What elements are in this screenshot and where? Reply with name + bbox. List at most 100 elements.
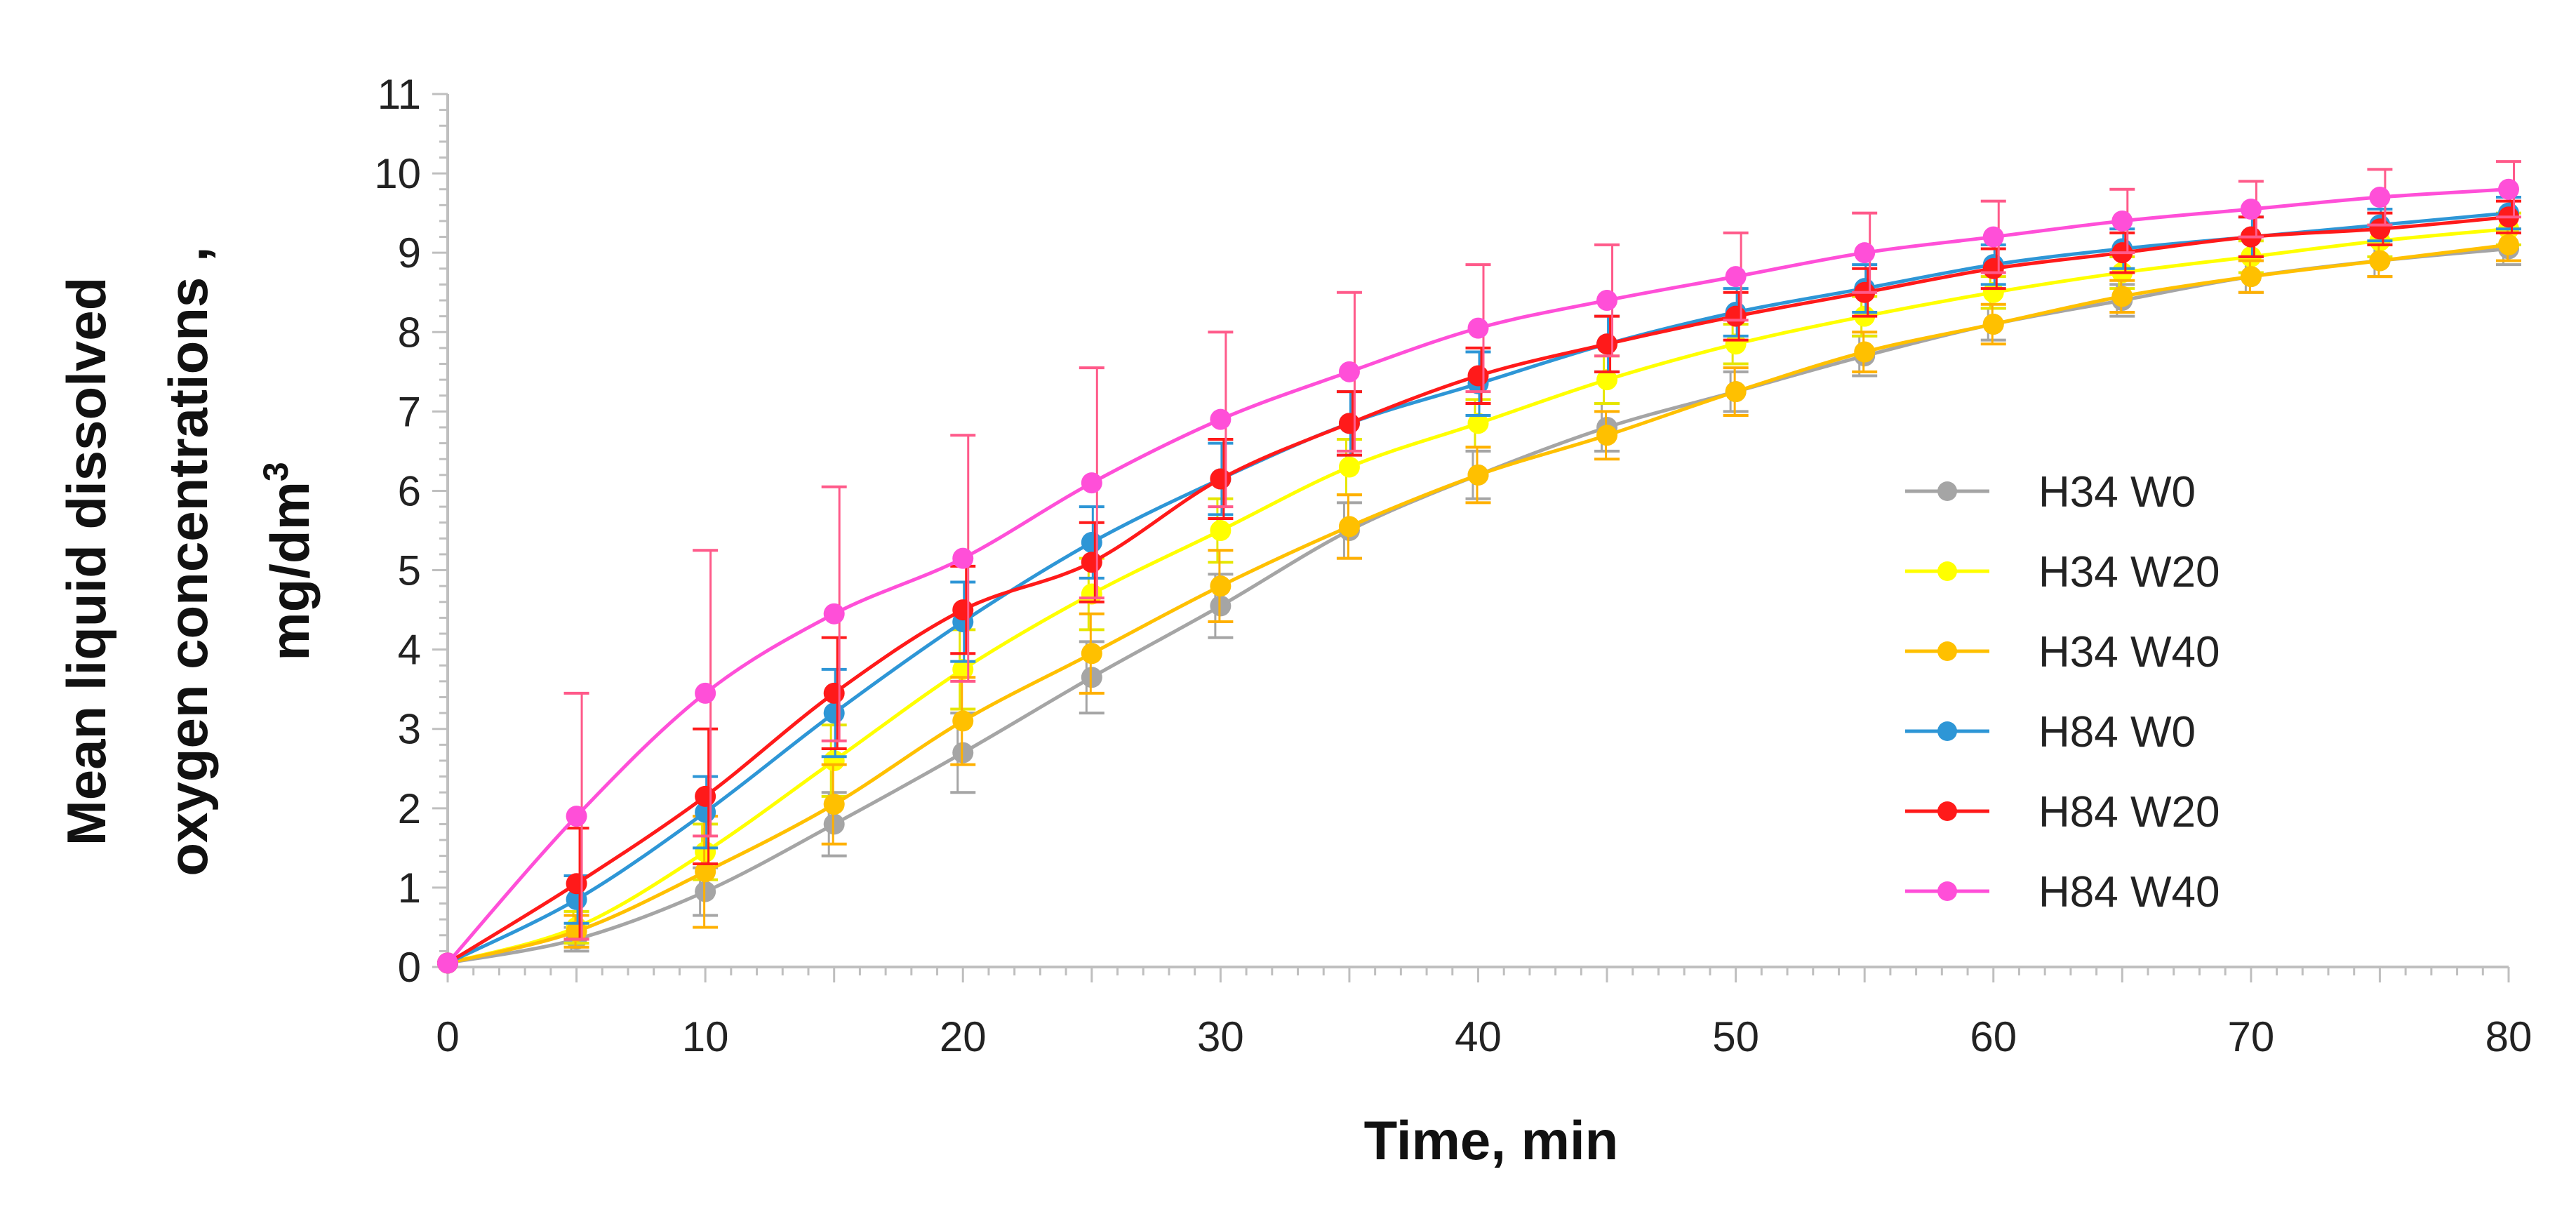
x-tick-label: 70 (2228, 1013, 2275, 1060)
y-tick-label: 4 (398, 627, 421, 674)
data-point (1338, 413, 1360, 434)
x-tick-labels: 0 10 20 30 40 50 60 70 80 (436, 1013, 2532, 1060)
series-line (446, 215, 2509, 965)
series-h84-w40 (437, 160, 2521, 974)
x-tick-label: 60 (1970, 1013, 2017, 1060)
data-point (1338, 516, 1360, 538)
data-point (2369, 218, 2391, 240)
data-point (2498, 178, 2519, 200)
data-point (1596, 290, 1618, 312)
data-point (2240, 266, 2262, 288)
data-point (1210, 575, 1232, 597)
data-point (1081, 472, 1102, 494)
data-point (823, 794, 845, 815)
legend-label: H84 W0 (2038, 708, 2196, 756)
legend-swatch-marker (1937, 561, 1957, 581)
y-tick-label: 1 (398, 865, 421, 912)
series-h34-w40 (437, 227, 2521, 974)
series-line (447, 243, 2509, 965)
data-point (566, 806, 587, 827)
data-point (437, 952, 458, 974)
x-tick-label: 40 (1455, 1013, 1502, 1060)
y-axis-title-line-1: Mean liquid dissolved (55, 277, 117, 846)
y-tick-label: 8 (398, 309, 421, 356)
legend: H34 W0 H34 W20 H34 W40 H84 W0 H84 W20 H84 W40 (1905, 468, 2220, 916)
legend-swatch-marker (1937, 721, 1957, 741)
y-axis-title-line-3: mg/dm (259, 481, 321, 661)
y-tick-label: 11 (378, 71, 421, 118)
legend-item: H34 W40 (1905, 628, 2220, 676)
series-line (446, 211, 2509, 965)
legend-item: H84 W0 (1905, 708, 2196, 756)
data-point (823, 603, 845, 625)
data-point (952, 710, 974, 732)
y-tick-label: 3 (398, 706, 421, 753)
data-point (1467, 317, 1489, 339)
legend-swatch-marker (1937, 641, 1957, 661)
svg-text:Mean liquid dissolved: Mean liquid dissolved (55, 277, 117, 846)
svg-text:mg/dm3: mg/dm3 (256, 462, 321, 660)
data-point (695, 682, 716, 704)
data-point (952, 599, 974, 621)
x-tick-label: 50 (1712, 1013, 1759, 1060)
legend-item: H84 W20 (1905, 788, 2220, 836)
data-point (2240, 198, 2262, 220)
data-point (2498, 234, 2519, 255)
data-point (695, 785, 716, 807)
series-line (446, 187, 2509, 964)
data-point (2369, 187, 2391, 208)
data-point (952, 547, 974, 569)
y-axis-title-line-2: oxygen concentrations , (157, 246, 219, 876)
x-tick-label: 0 (436, 1013, 459, 1060)
data-point (1596, 369, 1618, 391)
series-layer (437, 160, 2521, 974)
data-point (1210, 468, 1232, 490)
y-axis-title-superscript: 3 (256, 462, 295, 481)
data-point (1725, 381, 1747, 403)
y-tick-label: 2 (398, 785, 421, 832)
x-tick-label: 10 (682, 1013, 729, 1060)
data-point (1725, 305, 1747, 327)
series-h34-w0 (437, 231, 2521, 974)
legend-swatch-marker (1937, 801, 1957, 821)
data-point (1982, 258, 2004, 279)
data-point (1467, 464, 1489, 486)
series-line (447, 227, 2509, 965)
legend-label: H84 W20 (2038, 788, 2220, 836)
y-tick-label: 5 (398, 547, 421, 594)
y-axis-title: Mean liquid dissolved oxygen concentrati… (55, 246, 321, 876)
data-point (695, 861, 716, 883)
legend-swatch-marker (1937, 881, 1957, 901)
svg-text:oxygen concentrations ,: oxygen concentrations , (157, 246, 219, 876)
legend-item: H34 W20 (1905, 548, 2220, 596)
data-point (1854, 341, 1876, 363)
data-point (1081, 552, 1102, 573)
data-point (2369, 250, 2391, 272)
legend-swatch-marker (1937, 481, 1957, 501)
data-point (1982, 313, 2004, 335)
data-point (1338, 361, 1360, 382)
data-point (2111, 210, 2133, 232)
y-tick-labels: 0 1 2 3 4 5 6 7 8 9 10 11 (374, 71, 421, 991)
y-tick-label: 6 (398, 467, 421, 514)
data-point (1854, 242, 1876, 264)
y-tick-label: 9 (398, 229, 421, 276)
y-tick-label: 7 (398, 388, 421, 435)
data-point (1210, 520, 1232, 541)
x-axis-title: Time, min (1364, 1109, 1619, 1171)
y-tick-label: 0 (398, 944, 421, 991)
data-point (2111, 286, 2133, 307)
legend-label: H34 W20 (2038, 548, 2220, 596)
data-point (1467, 365, 1489, 387)
data-point (1081, 643, 1102, 665)
data-point (1210, 408, 1232, 430)
data-point (1467, 413, 1489, 434)
legend-item: H84 W40 (1905, 868, 2220, 916)
data-point (1982, 226, 2004, 248)
data-point (823, 702, 845, 724)
data-point (1596, 425, 1618, 446)
data-point (1081, 531, 1102, 553)
legend-item: H34 W0 (1905, 468, 2196, 516)
data-point (1338, 456, 1360, 478)
axes (432, 93, 2510, 982)
